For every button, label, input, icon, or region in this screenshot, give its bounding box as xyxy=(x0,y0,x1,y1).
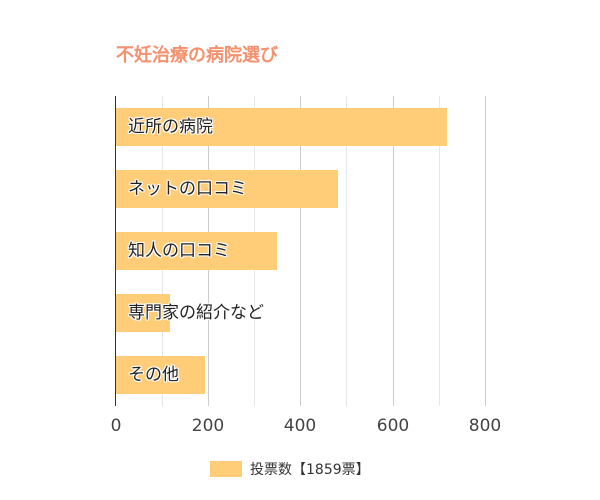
plot-area: 近所の病院 ネットの口コミ 知人の口コミ 専門家の紹介など その他 xyxy=(116,96,486,406)
legend[interactable]: 投票数【1859票】 xyxy=(210,459,370,479)
bar-label: 知人の口コミ xyxy=(128,241,230,261)
bar-3 xyxy=(116,294,171,332)
bar-label: その他 xyxy=(128,365,179,385)
x-tick: 600 xyxy=(376,416,410,436)
legend-label: 投票数【1859票】 xyxy=(250,462,370,478)
chart-title: 不妊治療の病院選び xyxy=(116,45,278,66)
bar-label: 近所の病院 xyxy=(128,117,213,137)
legend-swatch xyxy=(210,461,242,477)
bar-label: ネットの口コミ xyxy=(128,179,247,199)
bar-1 xyxy=(116,170,339,208)
bar-2 xyxy=(116,232,277,270)
gridline xyxy=(393,96,394,406)
x-tick: 400 xyxy=(283,416,317,436)
gridline xyxy=(346,96,347,406)
bar-label: 専門家の紹介など xyxy=(128,303,264,323)
x-tick: 0 xyxy=(110,416,122,436)
gridline xyxy=(300,96,301,406)
bar-4 xyxy=(116,356,206,394)
y-axis-line xyxy=(115,96,116,406)
x-tick: 800 xyxy=(468,416,502,436)
bar-0 xyxy=(116,108,447,146)
x-tick: 200 xyxy=(191,416,225,436)
gridline xyxy=(485,96,486,406)
gridline xyxy=(439,96,440,406)
